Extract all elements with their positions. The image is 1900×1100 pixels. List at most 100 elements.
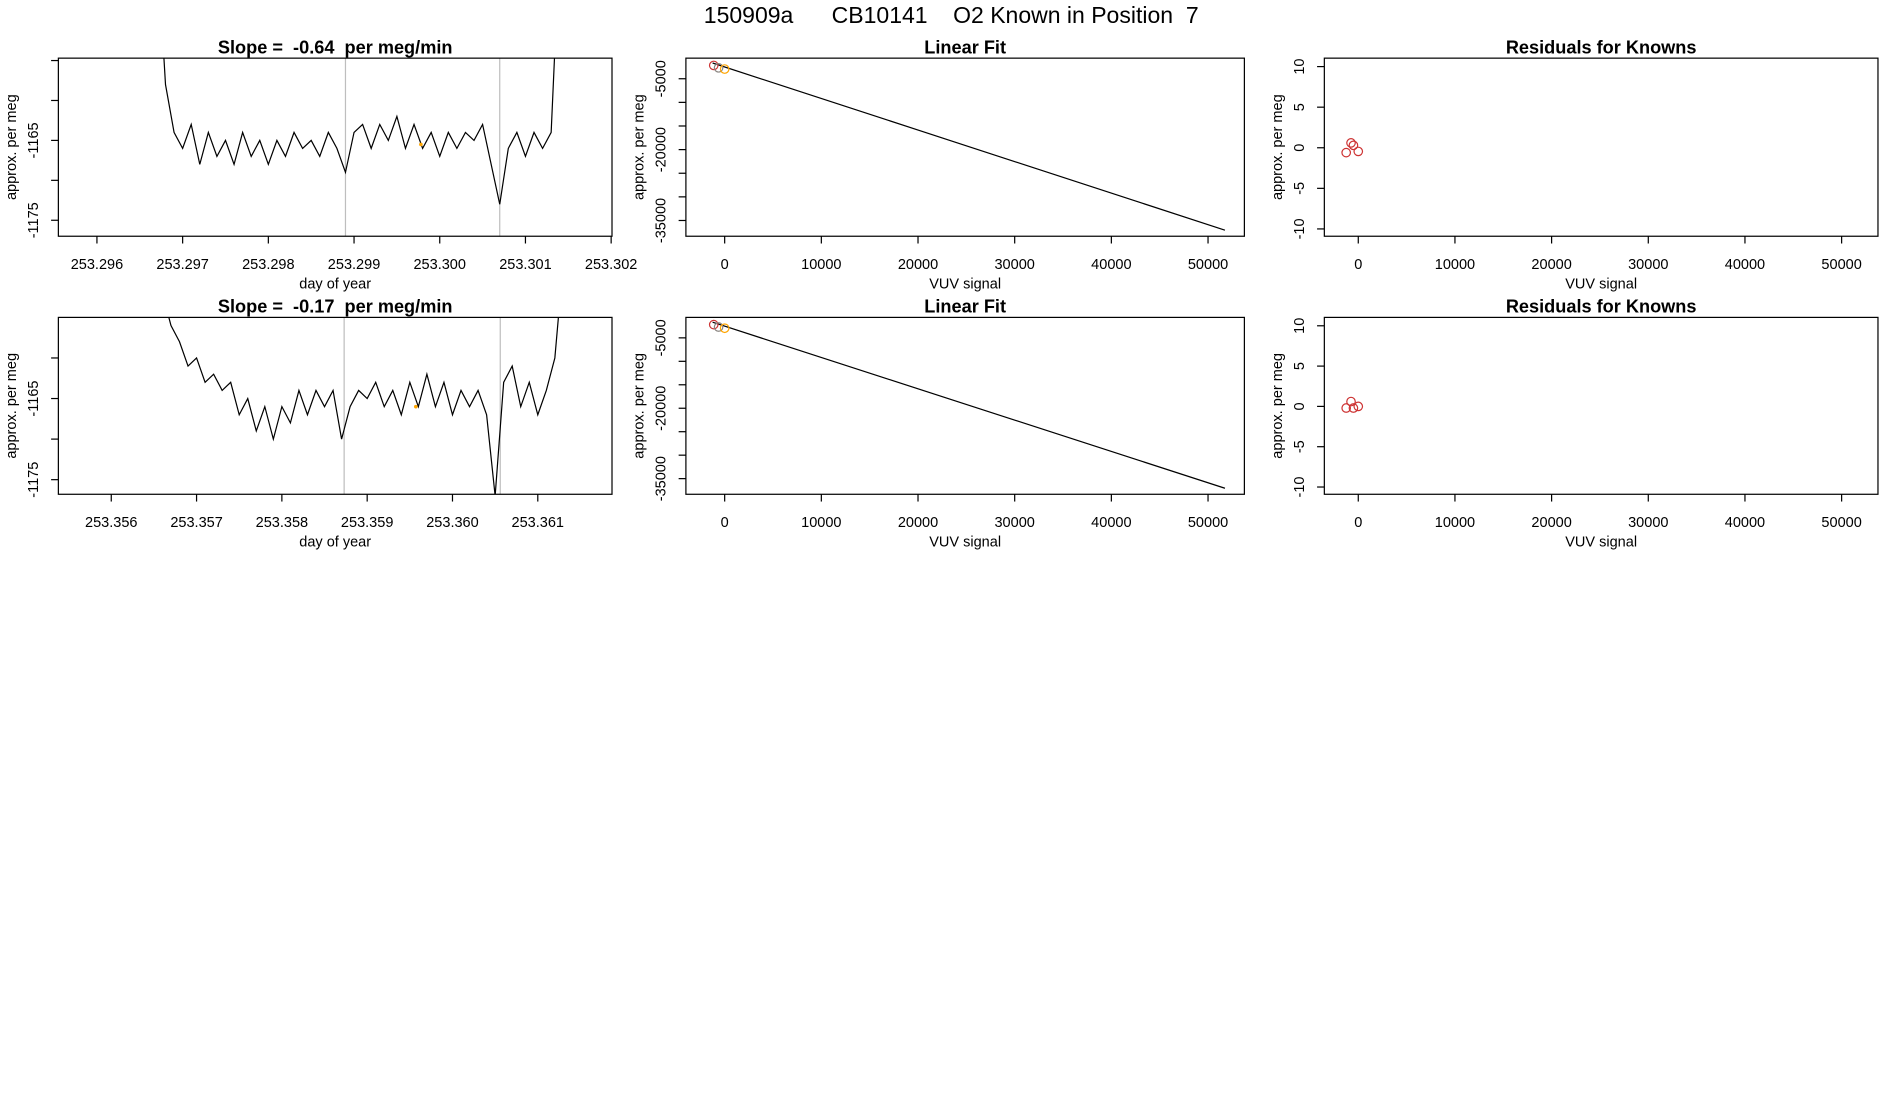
x-tick-label: 253.297 (156, 257, 208, 273)
data-point (713, 62, 724, 73)
y-axis-label: approx. per meg (1270, 94, 1286, 200)
y-tick-label: -5 (1292, 440, 1308, 453)
plot-frame (57, 57, 613, 237)
x-tick-label: 0 (1354, 257, 1362, 273)
y-tick-label: 0 (1292, 402, 1308, 410)
x-tick-label: 10000 (1435, 515, 1475, 531)
data-point (1341, 403, 1352, 413)
x-tick-label: 10000 (1435, 257, 1475, 273)
x-tick-label: 0 (1354, 515, 1362, 531)
x-tick-label: 30000 (1628, 257, 1668, 273)
data-point (708, 60, 719, 71)
x-tick-label: 50000 (1821, 515, 1861, 531)
plot-frame (1323, 57, 1879, 237)
data-point (719, 64, 730, 74)
x-tick-label: 50000 (1821, 257, 1861, 273)
y-tick-label: -20000 (654, 386, 670, 431)
x-tick-label: 253.302 (585, 257, 637, 273)
x-tick-label: 253.356 (85, 515, 137, 531)
x-tick-label: 30000 (995, 257, 1035, 273)
x-tick-label: 20000 (1531, 515, 1571, 531)
x-tick-label: 253.296 (71, 257, 123, 273)
highlight-point (413, 404, 418, 409)
x-tick-label: 30000 (995, 515, 1035, 531)
y-axis-label: approx. per meg (4, 353, 20, 459)
x-tick-label: 50000 (1188, 515, 1228, 531)
x-tick-label: 253.357 (170, 515, 222, 531)
plot-area (1341, 396, 1364, 413)
plot-area (708, 319, 1226, 489)
fit-line (712, 321, 1226, 489)
y-tick-label: -5 (1292, 182, 1308, 195)
x-tick-label: 253.359 (341, 515, 393, 531)
x-axis-label: VUV signal (929, 277, 1001, 293)
y-tick-label: -1175 (26, 202, 42, 238)
y-axis-label: approx. per meg (1270, 353, 1286, 459)
panel-title: Linear Fit (924, 297, 1006, 317)
data-point (1353, 401, 1364, 412)
panel-title: Slope = -0.64 per meg/min (218, 37, 453, 57)
plot-frame (1323, 316, 1879, 495)
plot-area (168, 317, 560, 495)
data-point (713, 322, 724, 332)
x-tick-label: 40000 (1725, 257, 1765, 273)
data-point (1346, 138, 1356, 148)
panel-title: Residuals for Knowns (1506, 37, 1697, 57)
y-axis-label: approx. per meg (632, 353, 648, 459)
x-tick-label: 10000 (801, 257, 841, 273)
x-tick-label: 253.358 (256, 515, 308, 531)
x-tick-label: 253.361 (512, 515, 564, 531)
highlight-point (419, 142, 423, 147)
data-point (1353, 146, 1364, 157)
x-tick-label: 30000 (1628, 515, 1668, 531)
panel-title: Slope = -0.17 per meg/min (218, 297, 453, 317)
x-tick-label: 253.301 (499, 257, 551, 273)
data-line (163, 58, 556, 205)
x-tick-label: 10000 (801, 515, 841, 531)
data-line (168, 317, 560, 495)
y-tick-label: 0 (1292, 144, 1308, 152)
y-tick-label: 5 (1292, 103, 1308, 111)
plot-area (163, 58, 556, 237)
y-tick-label: -5000 (654, 319, 670, 356)
plot-area (708, 60, 1226, 231)
data-point (1346, 396, 1356, 407)
x-tick-label: 20000 (898, 515, 938, 531)
plot-frame (57, 316, 613, 495)
x-tick-label: 20000 (898, 257, 938, 273)
data-point (1348, 140, 1359, 151)
y-tick-label: -5000 (654, 60, 670, 97)
fit-line (712, 62, 1226, 231)
x-axis-label: VUV signal (929, 535, 1001, 551)
y-tick-label: -35000 (654, 456, 670, 501)
x-axis-label: VUV signal (1565, 277, 1637, 293)
y-tick-label: -35000 (654, 198, 670, 243)
x-tick-label: 253.300 (414, 257, 466, 273)
panel-title: Linear Fit (924, 37, 1006, 57)
y-tick-label: -1175 (26, 462, 42, 498)
x-tick-label: 253.360 (426, 515, 478, 531)
data-point (1341, 147, 1352, 158)
x-tick-label: 0 (721, 257, 729, 273)
figure-title: 150909a CB10141 O2 Known in Position 7 (704, 2, 1199, 28)
x-axis-label: day of year (299, 277, 371, 293)
plot-frame (685, 57, 1245, 237)
x-axis-label: VUV signal (1565, 535, 1637, 551)
data-point (1348, 403, 1359, 413)
panel-title: Residuals for Knowns (1506, 297, 1697, 317)
y-tick-label: -20000 (654, 127, 670, 172)
y-tick-label: -10 (1292, 218, 1308, 239)
x-tick-label: 40000 (1091, 515, 1131, 531)
y-tick-label: 10 (1292, 318, 1308, 334)
y-tick-label: -1165 (26, 122, 42, 158)
x-tick-label: 40000 (1091, 257, 1131, 273)
y-tick-label: 5 (1292, 362, 1308, 370)
plot-frame (685, 316, 1245, 495)
y-tick-label: -1165 (26, 381, 42, 417)
x-tick-label: 20000 (1531, 257, 1571, 273)
x-tick-label: 0 (721, 515, 729, 531)
y-axis-label: approx. per meg (4, 94, 20, 200)
y-axis-label: approx. per meg (632, 94, 648, 200)
